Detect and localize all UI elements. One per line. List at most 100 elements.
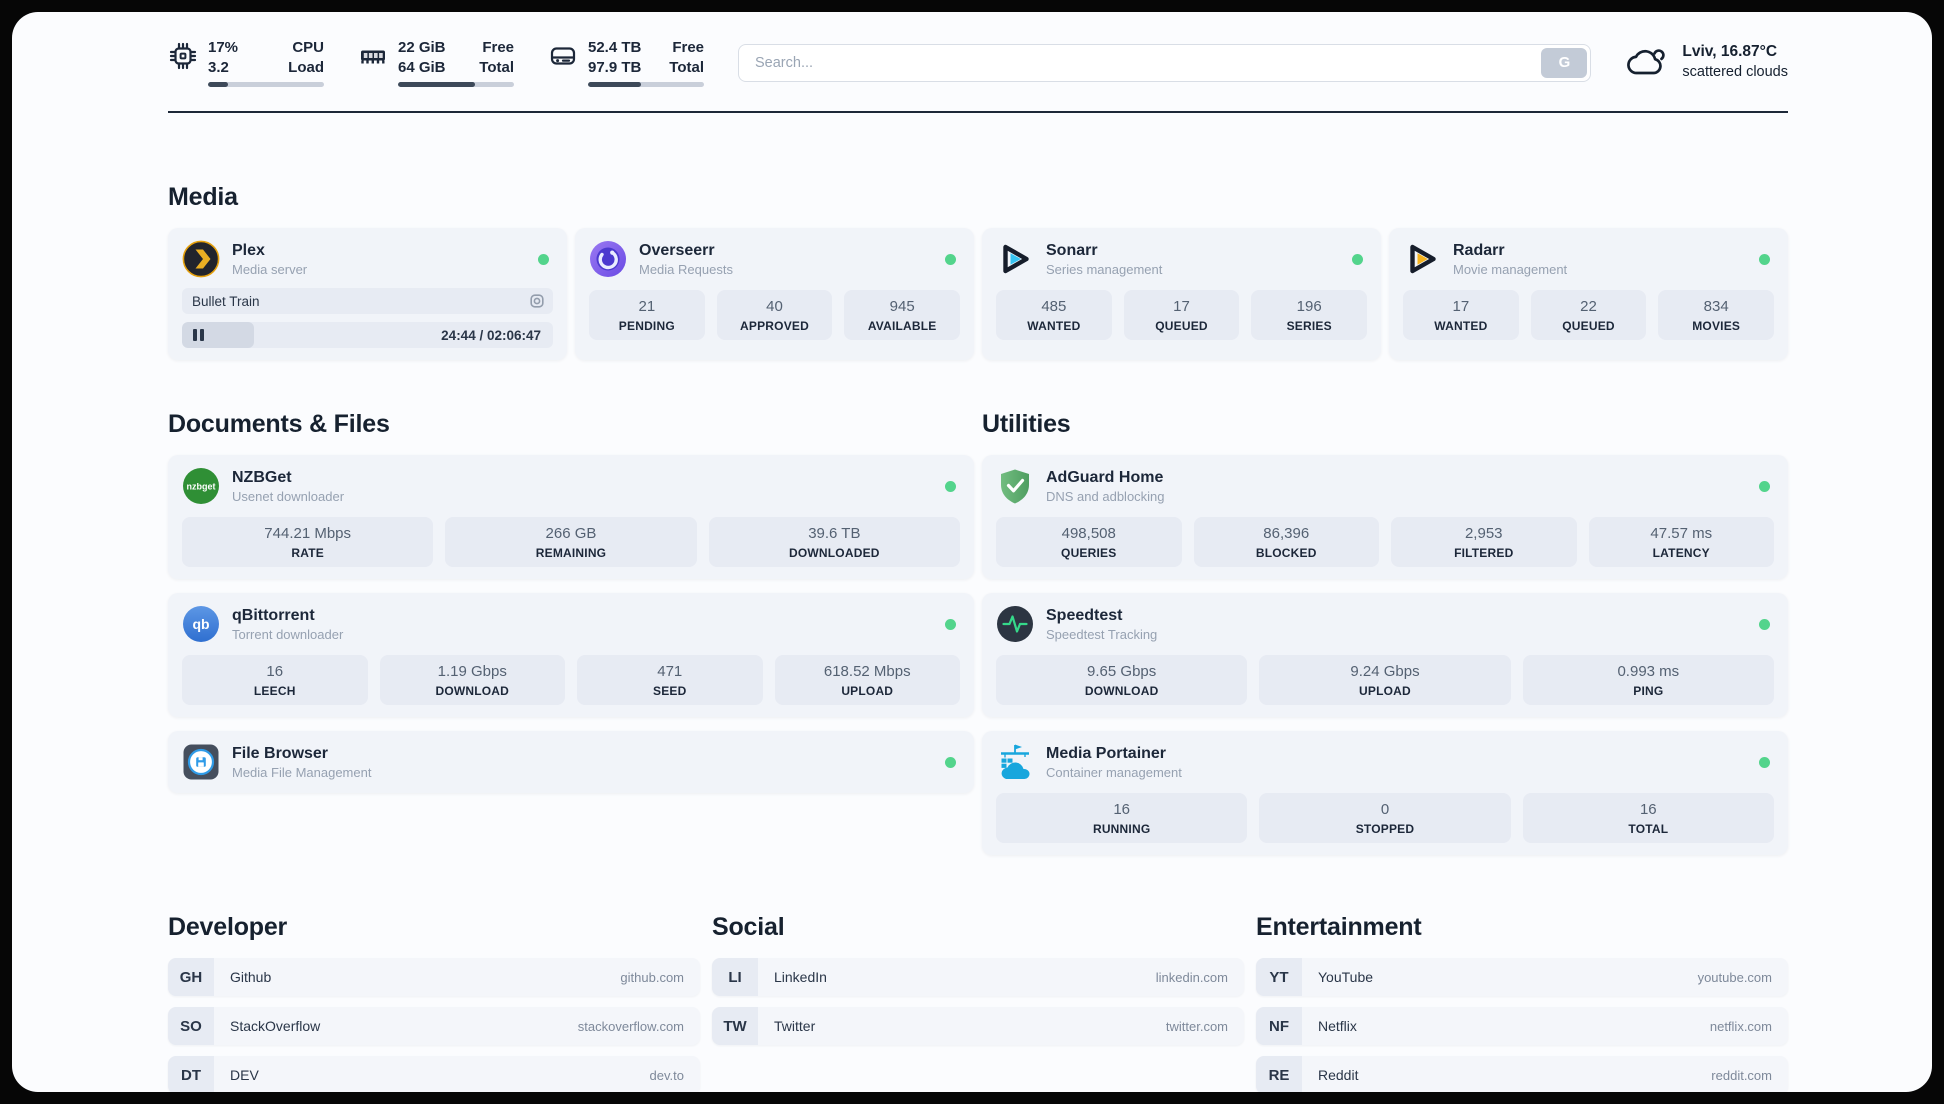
app-subtitle: Torrent downloader	[232, 626, 344, 642]
qbittorrent-icon: qb	[183, 606, 219, 642]
header-divider	[168, 111, 1788, 113]
app-title: Plex	[232, 241, 265, 259]
stat-box: 16 RUNNING	[996, 793, 1248, 843]
dashboard-screen: 17% 3.2 CPU Load	[12, 12, 1932, 1092]
link-name: YouTube	[1318, 969, 1374, 985]
link-url: github.com	[620, 969, 684, 985]
link-row-reddit[interactable]: RE Reddit reddit.com	[1256, 1056, 1788, 1092]
app-card-speedtest[interactable]: Speedtest Speedtest Tracking 9.65 Gbps D…	[982, 593, 1788, 717]
weather-location: Lviv, 16.87°C	[1682, 43, 1778, 61]
stat-box: 9.24 Gbps UPLOAD	[1259, 655, 1511, 705]
link-url: reddit.com	[1711, 1067, 1772, 1083]
section-documents: Documents & Files nzbget NZBGet Usenet d…	[168, 410, 974, 855]
stat-box: 40 APPROVED	[716, 290, 833, 340]
stat-box: 86,396 BLOCKED	[1193, 517, 1379, 567]
app-title: Sonarr	[1046, 241, 1098, 259]
stat-box: 39.6 TB DOWNLOADED	[708, 517, 960, 567]
stat-box: 21 PENDING	[589, 290, 705, 340]
stat-box: 1.19 Gbps DOWNLOAD	[379, 655, 565, 705]
link-row-stackoverflow[interactable]: SO StackOverflow stackoverflow.com	[168, 1007, 700, 1045]
playback-time: 24:44 / 02:06:47	[441, 327, 541, 343]
section-entertainment: Entertainment YT YouTube youtube.com NF …	[1256, 913, 1788, 1092]
status-indicator	[945, 480, 956, 492]
app-card-qbittorrent[interactable]: qb qBittorrent Torrent downloader 16	[168, 593, 974, 717]
link-badge: NF	[1256, 1007, 1302, 1045]
app-card-overseerr[interactable]: Overseerr Media Requests 21 PENDING 40 A…	[575, 228, 974, 360]
search-input[interactable]	[753, 53, 1542, 72]
app-card-plex[interactable]: Plex Media server Bullet Train	[168, 228, 567, 360]
app-subtitle: Speedtest Tracking	[1046, 626, 1158, 642]
app-title: NZBGet	[232, 468, 292, 486]
link-row-netflix[interactable]: NF Netflix netflix.com	[1256, 1007, 1788, 1045]
cpu-progress-fill	[208, 82, 228, 87]
memory-free-value: 22 GiB	[398, 39, 446, 56]
cpu-progress-track	[208, 82, 324, 87]
stat-box: 266 GB REMAINING	[445, 517, 697, 567]
link-row-dev[interactable]: DT DEV dev.to	[168, 1056, 700, 1092]
overseerr-icon	[590, 241, 626, 277]
gear-icon[interactable]	[529, 293, 545, 309]
app-subtitle: Media Requests	[639, 261, 733, 277]
disk-progress-fill	[588, 82, 642, 87]
app-subtitle: Container management	[1046, 764, 1182, 780]
app-card-portainer[interactable]: Media Portainer Container management 16 …	[982, 731, 1788, 855]
app-title: AdGuard Home	[1046, 468, 1164, 486]
link-name: Twitter	[774, 1018, 816, 1034]
status-indicator	[1759, 618, 1770, 630]
status-indicator	[1352, 253, 1363, 265]
app-title: Overseerr	[639, 241, 715, 259]
now-playing-title: Bullet Train	[192, 293, 260, 309]
disk-stat: 52.4 TB 97.9 TB Free Total	[548, 38, 704, 87]
link-badge: YT	[1256, 958, 1302, 996]
cpu-load-value: 3.2	[208, 58, 229, 76]
plex-icon	[182, 240, 220, 278]
app-card-adguard[interactable]: AdGuard Home DNS and adblocking 498,508 …	[982, 455, 1788, 579]
status-indicator	[945, 253, 956, 265]
disk-free-value: 52.4 TB	[588, 39, 642, 56]
section-heading-documents: Documents & Files	[168, 410, 390, 438]
link-row-youtube[interactable]: YT YouTube youtube.com	[1256, 958, 1788, 996]
load-label: Load	[288, 58, 324, 76]
link-url: linkedin.com	[1155, 969, 1228, 985]
app-subtitle: Media server	[232, 261, 308, 277]
app-subtitle: DNS and adblocking	[1046, 488, 1165, 504]
memory-total-label: Total	[479, 58, 514, 76]
link-name: DEV	[230, 1067, 259, 1083]
weather-widget: Lviv, 16.87°C scattered clouds	[1625, 42, 1788, 82]
memory-progress-fill	[398, 82, 475, 87]
disk-total-label: Total	[669, 58, 704, 76]
system-stats: 17% 3.2 CPU Load	[168, 38, 704, 87]
stat-box: 17 QUEUED	[1123, 290, 1240, 340]
section-heading-social: Social	[712, 913, 785, 941]
link-badge: LI	[712, 958, 758, 996]
link-name: Netflix	[1318, 1018, 1357, 1034]
link-url: youtube.com	[1697, 969, 1772, 985]
section-heading-media: Media	[168, 183, 238, 211]
link-badge: RE	[1256, 1056, 1302, 1092]
app-card-filebrowser[interactable]: File Browser Media File Management	[168, 731, 974, 793]
app-card-nzbget[interactable]: nzbget NZBGet Usenet downloader 744.21 M…	[168, 455, 974, 579]
adguard-icon	[1001, 469, 1029, 504]
stat-box: 22 QUEUED	[1530, 290, 1647, 340]
app-title: qBittorrent	[232, 606, 315, 624]
status-indicator	[945, 756, 956, 768]
link-row-twitter[interactable]: TW Twitter twitter.com	[712, 1007, 1244, 1045]
link-row-linkedin[interactable]: LI LinkedIn linkedin.com	[712, 958, 1244, 996]
app-card-radarr[interactable]: Radarr Movie management 17 WANTED 22 QUE…	[1389, 228, 1788, 360]
svg-text:qb: qb	[192, 616, 209, 632]
link-row-github[interactable]: GH Github github.com	[168, 958, 700, 996]
stat-box: 16 LEECH	[182, 655, 368, 705]
stat-box: 2,953 FILTERED	[1391, 517, 1577, 567]
sonarr-icon	[1003, 244, 1029, 274]
link-name: Reddit	[1318, 1067, 1359, 1083]
disk-progress-track	[588, 82, 704, 87]
stat-box: 17 WANTED	[1403, 290, 1519, 340]
disk-total-value: 97.9 TB	[588, 58, 642, 76]
app-card-sonarr[interactable]: Sonarr Series management 485 WANTED 17 Q…	[982, 228, 1381, 360]
weather-condition: scattered clouds	[1682, 64, 1788, 81]
status-indicator	[1759, 480, 1770, 492]
stat-box: 9.65 Gbps DOWNLOAD	[996, 655, 1248, 705]
link-badge: GH	[168, 958, 214, 996]
stat-box: 618.52 Mbps UPLOAD	[774, 655, 960, 705]
search-provider-button[interactable]: G	[1541, 47, 1588, 78]
